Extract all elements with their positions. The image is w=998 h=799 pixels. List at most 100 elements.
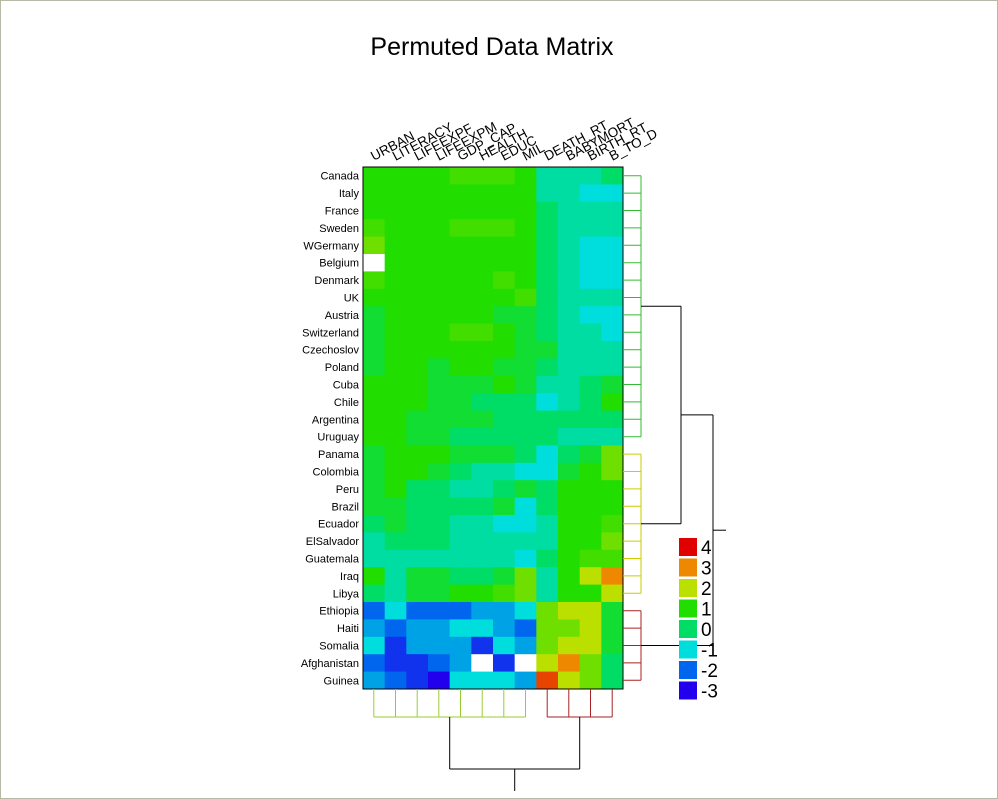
- heatmap-cell: [558, 393, 581, 411]
- heatmap-cell: [558, 567, 581, 585]
- heatmap-cell: [493, 428, 516, 446]
- heatmap-cell: [406, 671, 429, 690]
- heatmap-cell: [363, 602, 386, 620]
- heatmap-cell: [471, 654, 494, 672]
- row-label: Colombia: [313, 467, 360, 479]
- heatmap-cell: [406, 549, 429, 568]
- column-dendrogram: [373, 689, 613, 791]
- heatmap-cell: [363, 236, 386, 255]
- heatmap-cell: [384, 201, 407, 220]
- row-label: Guatemala: [305, 554, 360, 566]
- chart-title: Permuted Data Matrix: [370, 33, 614, 61]
- heatmap-cell: [536, 462, 559, 481]
- heatmap-cell: [363, 549, 386, 568]
- heatmap-cell: [384, 445, 407, 464]
- heatmap-cell: [363, 254, 386, 272]
- heatmap-cell: [363, 393, 386, 411]
- row-label: Chile: [334, 397, 359, 409]
- heatmap-cell: [428, 636, 451, 655]
- heatmap-cell: [601, 462, 624, 481]
- legend-label: -3: [701, 682, 718, 703]
- heatmap-cell: [514, 532, 537, 551]
- heatmap-cell: [406, 584, 429, 603]
- row-label: Afghanistan: [301, 658, 359, 670]
- heatmap-cell: [363, 619, 386, 638]
- heatmap-cell: [406, 619, 429, 638]
- heatmap-cell: [536, 636, 559, 655]
- heatmap-cell: [536, 341, 559, 359]
- heatmap-cell: [579, 636, 602, 655]
- heatmap-cell: [558, 532, 581, 551]
- heatmap-cell: [449, 654, 472, 672]
- heatmap-cell: [363, 584, 386, 603]
- heatmap-cell: [536, 271, 559, 290]
- heatmap-cell: [363, 184, 386, 203]
- heatmap-cell: [514, 288, 537, 307]
- heatmap-cell: [493, 549, 516, 568]
- heatmap-cell: [471, 184, 494, 203]
- heatmap-cell: [558, 497, 581, 516]
- heatmap-cell: [536, 236, 559, 255]
- heatmap-cell: [601, 532, 624, 551]
- heatmap-cell: [449, 254, 472, 272]
- heatmap-cell: [514, 167, 537, 185]
- row-label: Argentina: [312, 414, 360, 426]
- row-label: Sweden: [319, 223, 359, 235]
- heatmap-cell: [493, 306, 516, 324]
- heatmap-cell: [406, 497, 429, 516]
- heatmap-cell: [558, 462, 581, 481]
- legend-label: -2: [701, 661, 718, 682]
- heatmap-cell: [384, 462, 407, 481]
- heatmap-cell: [384, 393, 407, 411]
- heatmap-cell: [363, 201, 386, 220]
- heatmap-cell: [493, 636, 516, 655]
- heatmap-cell: [384, 515, 407, 533]
- heatmap-cell: [428, 219, 451, 237]
- heatmap-cell: [493, 236, 516, 255]
- heatmap-cell: [428, 480, 451, 498]
- heatmap-cell: [601, 306, 624, 324]
- legend-swatch: [679, 558, 697, 577]
- heatmap-cell: [493, 201, 516, 220]
- heatmap-cell: [514, 323, 537, 342]
- heatmap-cell: [384, 341, 407, 359]
- heatmap-cell: [579, 341, 602, 359]
- heatmap-cell: [428, 271, 451, 290]
- legend-label: 1: [701, 600, 712, 621]
- row-labels: Canada Italy France Sweden WGermany Belgium De…: [301, 171, 360, 688]
- heatmap-cell: [449, 480, 472, 498]
- heatmap-cell: [514, 236, 537, 255]
- heatmap-cell: [449, 323, 472, 342]
- row-label: Somalia: [319, 641, 360, 653]
- heatmap-cell: [558, 549, 581, 568]
- heatmap-cell: [471, 167, 494, 185]
- heatmap-cell: [536, 288, 559, 307]
- heatmap-cell: [384, 480, 407, 498]
- row-label: France: [325, 206, 359, 218]
- heatmap-cell: [493, 288, 516, 307]
- heatmap-cell: [406, 602, 429, 620]
- heatmap-cell: [493, 619, 516, 638]
- legend-swatch: [679, 579, 697, 597]
- heatmap-cell: [514, 358, 537, 377]
- heatmap-cell: [449, 341, 472, 359]
- heatmap-cell: [471, 671, 494, 690]
- heatmap-cell: [601, 602, 624, 620]
- heatmap-cell: [493, 393, 516, 411]
- heatmap-cell: [449, 410, 472, 429]
- row-label: Ethiopia: [319, 606, 360, 618]
- legend-label: 3: [701, 559, 712, 580]
- row-label: Austria: [325, 310, 360, 322]
- heatmap-cell: [579, 497, 602, 516]
- heatmap-cell: [579, 375, 602, 394]
- heatmap-cell: [493, 254, 516, 272]
- heatmap-cell: [558, 515, 581, 533]
- heatmap-cell: [579, 445, 602, 464]
- heatmap-cell: [579, 671, 602, 690]
- heatmap-cell: [514, 567, 537, 585]
- heatmap-cell: [579, 515, 602, 533]
- heatmap-cell: [449, 167, 472, 185]
- heatmap-cell: [384, 567, 407, 585]
- heatmap-cell: [558, 619, 581, 638]
